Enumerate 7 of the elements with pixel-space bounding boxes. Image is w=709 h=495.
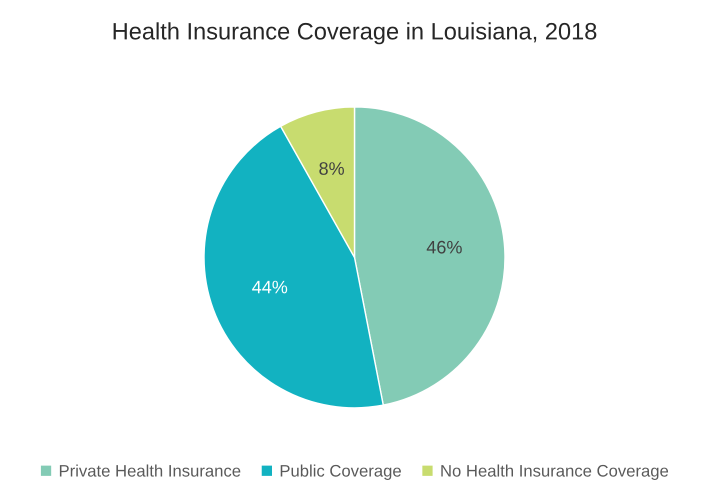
data-label: 46%	[426, 240, 462, 254]
chart-title: Health Insurance Coverage in Louisiana, 2018	[114, 22, 596, 44]
legend-label: Public Coverage	[280, 464, 401, 480]
legend-label: No Health Insurance Coverage	[441, 464, 668, 480]
data-label: 8%	[319, 162, 344, 175]
legend-label: Private Health Insurance	[60, 464, 240, 477]
data-label: 44%	[252, 280, 288, 294]
